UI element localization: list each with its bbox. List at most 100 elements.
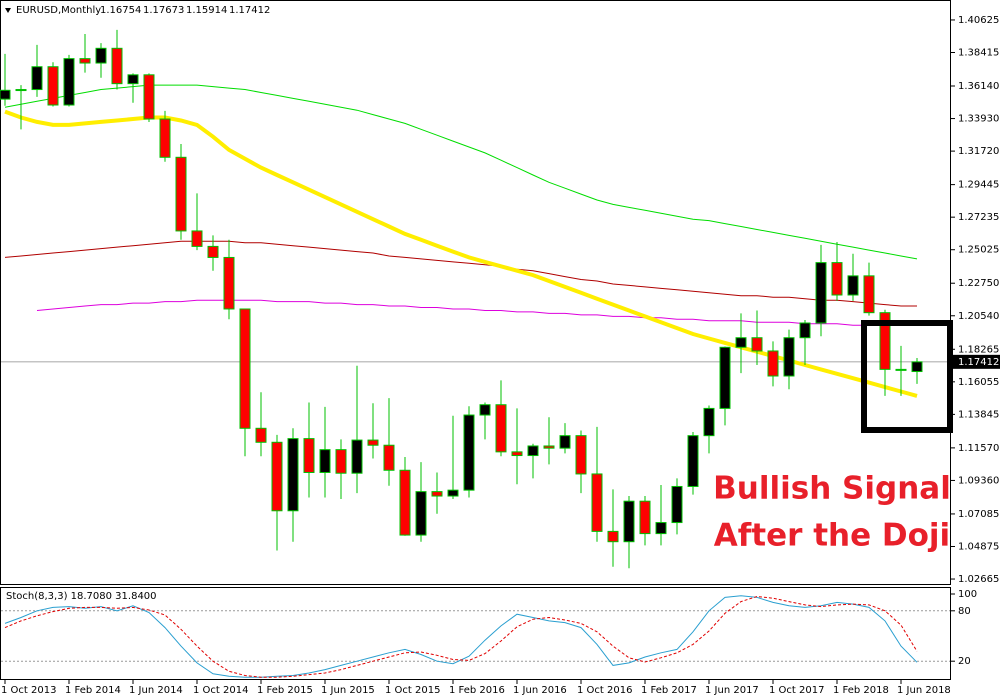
y-tick-label: 1.22750 [958, 278, 999, 289]
candle-body [495, 404, 507, 453]
annotation-line: After the Doji [714, 518, 950, 554]
y-tick-label: 1.13845 [958, 409, 999, 420]
x-tick-label: 1 Jun 2014 [129, 685, 183, 696]
stoch-title: Stoch(8,3,3) 18.7080 31.8400 [6, 591, 157, 602]
candle-body [751, 337, 763, 352]
candle-body [863, 275, 875, 314]
y-tick-label: 1.38415 [958, 48, 999, 59]
candle-body [895, 368, 907, 371]
current-price-label: 1.17412 [958, 357, 999, 368]
candle-body [207, 245, 219, 258]
annotation-line: Bullish Signal [713, 471, 951, 507]
moving-average-line [36, 299, 869, 326]
y-tick-label: 1.16055 [958, 377, 999, 388]
candle-body [687, 435, 699, 487]
y-tick-label: 1.36140 [958, 81, 999, 92]
x-tick-label: 1 Jun 2016 [513, 685, 567, 696]
stoch-line [4, 595, 918, 678]
low-price: 1.15914 [186, 5, 227, 16]
candle-body [479, 404, 491, 416]
moving-average-line [4, 84, 918, 260]
x-tick-label: 1 Feb 2015 [257, 685, 313, 696]
candle-body [319, 449, 331, 473]
candle-body [879, 312, 891, 370]
main-panel-frame [0, 0, 951, 585]
moving-average-line [4, 240, 917, 307]
candle-body [143, 74, 155, 120]
candle-body [111, 47, 123, 85]
x-tick-label: 1 Jun 2017 [705, 685, 759, 696]
highlight-box [861, 320, 953, 433]
y-tick-label: 20 [958, 656, 971, 667]
candle-body [303, 438, 315, 473]
candle-body [255, 427, 267, 443]
candle-body [351, 439, 363, 474]
candle-body [239, 308, 251, 429]
stoch-panel-frame [0, 587, 951, 680]
candle-body [527, 445, 539, 457]
y-tick-label: 1.29445 [958, 180, 999, 191]
y-tick-label: 1.31720 [958, 146, 999, 157]
y-tick-label: 100 [958, 589, 977, 600]
dropdown-icon [5, 8, 11, 13]
y-tick-label: 1.18265 [958, 344, 999, 355]
candle-body [639, 500, 651, 535]
symbol-title: EURUSD,Monthly [16, 5, 101, 16]
candle-body [0, 89, 11, 100]
high-price: 1.17673 [143, 5, 184, 16]
candle-body [847, 275, 859, 296]
candle-body [79, 58, 91, 64]
y-tick-label: 1.25025 [958, 245, 999, 256]
x-tick-label: 1 Oct 2014 [193, 685, 248, 696]
y-tick-label: 1.07085 [958, 509, 999, 520]
candle-body [911, 361, 923, 373]
candle-body [287, 438, 299, 512]
candle-body [175, 156, 187, 232]
candle-body [591, 473, 603, 532]
candle-body [31, 66, 43, 91]
candle-body [815, 262, 827, 324]
candle-body [159, 118, 171, 158]
candle-body [15, 89, 27, 92]
candle-body [271, 441, 283, 512]
candle-body [415, 491, 427, 536]
candle-body [511, 451, 523, 457]
y-tick-label: 1.09360 [958, 475, 999, 486]
candle-body [623, 500, 635, 543]
candle-body [431, 491, 443, 497]
candle-body [447, 489, 459, 497]
y-tick-label: 1.02665 [958, 574, 999, 585]
y-tick-label: 80 [958, 606, 971, 617]
current-price-box [951, 354, 1000, 369]
candle-body [399, 469, 411, 536]
candle-body [719, 346, 731, 409]
x-tick-label: 1 Jun 2015 [321, 685, 375, 696]
candle-body [799, 322, 811, 339]
x-tick-label: 1 Feb 2018 [833, 685, 889, 696]
y-tick-label: 1.40625 [958, 15, 999, 26]
candle-body [335, 449, 347, 474]
candle-body [63, 58, 75, 106]
candle-body [655, 522, 667, 535]
candle-body [559, 435, 571, 449]
candle-body [607, 530, 619, 543]
candle-body [703, 407, 715, 437]
candle-body [95, 47, 107, 64]
candle-body [767, 350, 779, 377]
candle-body [783, 337, 795, 377]
moving-average-line [4, 109, 918, 398]
candle-body [223, 256, 235, 310]
candle-body [735, 337, 747, 348]
candle-body [463, 414, 475, 491]
candle-body [575, 435, 587, 475]
x-tick-label: 1 Jun 2018 [897, 685, 951, 696]
y-tick-label: 1.11570 [958, 443, 999, 454]
x-tick-label: 1 Feb 2017 [641, 685, 697, 696]
x-tick-label: 1 Oct 2016 [577, 685, 632, 696]
y-tick-label: 1.20540 [958, 311, 999, 322]
x-tick-label: 1 Oct 2015 [385, 685, 440, 696]
candle-body [671, 485, 683, 524]
x-tick-label: 1 Oct 2013 [1, 685, 56, 696]
x-tick-label: 1 Feb 2016 [449, 685, 505, 696]
